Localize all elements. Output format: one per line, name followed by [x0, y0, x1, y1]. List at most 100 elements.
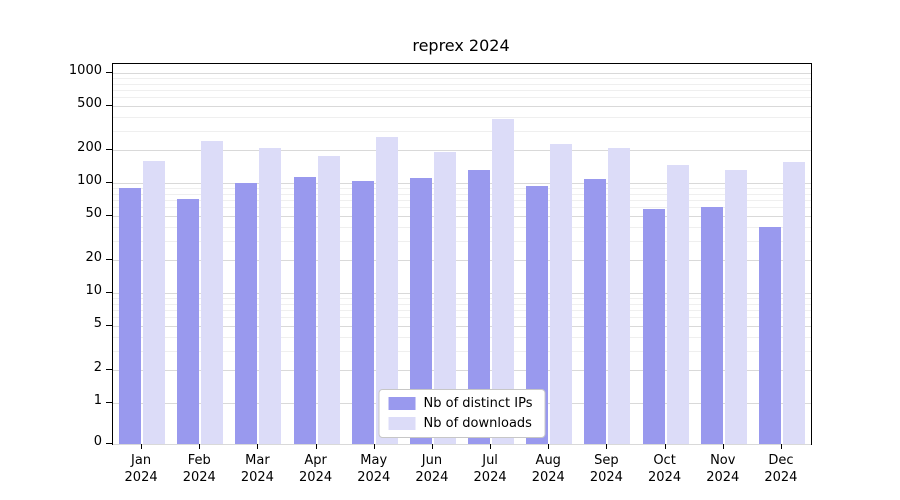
bar-distinct-ips-may	[351, 181, 374, 444]
minor-gridline	[113, 207, 811, 209]
bar-downloads-jul	[492, 119, 515, 444]
legend-item-distinct-ips: Nb of distinct IPs	[388, 396, 533, 411]
y-tick-mark	[106, 105, 112, 107]
x-tick-label: Oct 2024	[648, 453, 682, 485]
x-tick-label: Aug 2024	[531, 453, 565, 485]
x-tick-mark	[548, 444, 550, 449]
x-tick-label: Apr 2024	[299, 453, 333, 485]
bar-downloads-dec	[782, 162, 805, 444]
major-gridline	[113, 216, 811, 218]
major-gridline	[113, 183, 811, 184]
minor-gridline	[113, 200, 811, 202]
y-tick-label: 1000	[68, 63, 102, 78]
minor-gridline	[113, 193, 811, 195]
legend-swatch-distinct-ips	[388, 397, 416, 410]
bar-downloads-feb	[201, 141, 224, 444]
bars-layer	[113, 64, 811, 444]
legend-label-distinct-ips: Nb of distinct IPs	[423, 396, 533, 411]
minor-gridline	[113, 116, 811, 118]
y-tick-mark	[106, 72, 112, 73]
bar-distinct-ips-nov	[700, 207, 723, 444]
minor-gridline	[113, 240, 811, 242]
bar-distinct-ips-jul	[468, 170, 491, 444]
x-tick-label: Mar 2024	[240, 453, 274, 485]
y-tick-mark	[106, 368, 112, 370]
minor-gridline	[113, 310, 811, 312]
minor-gridline	[113, 97, 811, 99]
minor-gridline	[113, 78, 811, 80]
bar-downloads-jun	[433, 152, 456, 444]
legend: Nb of distinct IPs Nb of downloads	[378, 389, 546, 438]
bar-downloads-jan	[143, 160, 166, 444]
x-tick-label: Jun 2024	[415, 453, 449, 485]
minor-gridline	[113, 90, 811, 92]
bar-distinct-ips-feb	[177, 198, 200, 444]
bar-downloads-sep	[608, 147, 631, 444]
x-tick-mark	[780, 444, 782, 449]
major-gridline	[113, 149, 811, 151]
x-tick-label: Jul 2024	[473, 453, 507, 485]
bar-distinct-ips-apr	[293, 177, 316, 444]
minor-gridline	[113, 83, 811, 85]
gridlines-layer	[113, 64, 811, 445]
bar-distinct-ips-dec	[758, 226, 781, 444]
x-tick-mark	[315, 444, 317, 449]
bar-downloads-mar	[259, 147, 282, 444]
minor-gridline	[113, 317, 811, 319]
chart-title: reprex 2024	[412, 36, 510, 55]
x-tick-mark	[257, 444, 259, 449]
bar-distinct-ips-jan	[119, 188, 142, 444]
y-tick-label: 10	[85, 283, 102, 298]
minor-gridline	[113, 336, 811, 338]
minor-gridline	[113, 298, 811, 300]
plot-area: Nb of distinct IPs Nb of downloads	[112, 63, 812, 445]
y-tick-label: 0	[93, 434, 102, 449]
bar-distinct-ips-aug	[526, 186, 549, 444]
minor-gridline	[113, 188, 811, 190]
bar-distinct-ips-mar	[235, 183, 258, 444]
major-gridline	[113, 326, 811, 328]
x-tick-mark	[373, 444, 375, 449]
x-tick-mark	[664, 444, 666, 449]
y-tick-mark	[106, 325, 112, 327]
y-tick-mark	[106, 402, 112, 403]
x-tick-label: Sep 2024	[589, 453, 623, 485]
bar-downloads-apr	[317, 156, 340, 444]
y-tick-mark	[106, 215, 112, 217]
y-tick-mark	[106, 292, 112, 293]
x-tick-mark	[141, 444, 143, 449]
x-tick-mark	[431, 444, 433, 449]
y-tick-mark	[106, 258, 112, 260]
x-tick-mark	[606, 444, 608, 449]
y-tick-label: 200	[77, 139, 102, 155]
minor-gridline	[113, 303, 811, 305]
y-tick-label: 5	[93, 316, 102, 332]
major-gridline	[113, 73, 811, 74]
major-gridline	[113, 293, 811, 294]
minor-gridline	[113, 350, 811, 352]
bar-downloads-aug	[550, 144, 573, 444]
y-tick-mark	[106, 182, 112, 183]
minor-gridline	[113, 226, 811, 228]
x-tick-label: Dec 2024	[764, 453, 798, 485]
major-gridline	[113, 369, 811, 371]
x-tick-mark	[722, 444, 724, 449]
legend-item-downloads: Nb of downloads	[388, 416, 533, 431]
x-tick-mark	[490, 444, 492, 449]
legend-label-downloads: Nb of downloads	[423, 416, 532, 431]
bar-downloads-oct	[666, 165, 689, 444]
y-tick-label: 100	[77, 173, 102, 188]
legend-swatch-downloads	[388, 417, 416, 430]
y-tick-label: 20	[85, 249, 102, 265]
major-gridline	[113, 106, 811, 108]
bar-distinct-ips-sep	[584, 179, 607, 444]
x-tick-label: Jan 2024	[124, 453, 158, 485]
bar-distinct-ips-oct	[642, 209, 665, 444]
x-tick-label: Nov 2024	[706, 453, 740, 485]
x-tick-label: May 2024	[357, 453, 391, 485]
y-tick-mark	[106, 443, 112, 444]
y-tick-label: 1	[93, 393, 102, 408]
bar-distinct-ips-jun	[409, 178, 432, 444]
y-tick-label: 500	[77, 96, 102, 112]
y-tick-mark	[106, 148, 112, 150]
